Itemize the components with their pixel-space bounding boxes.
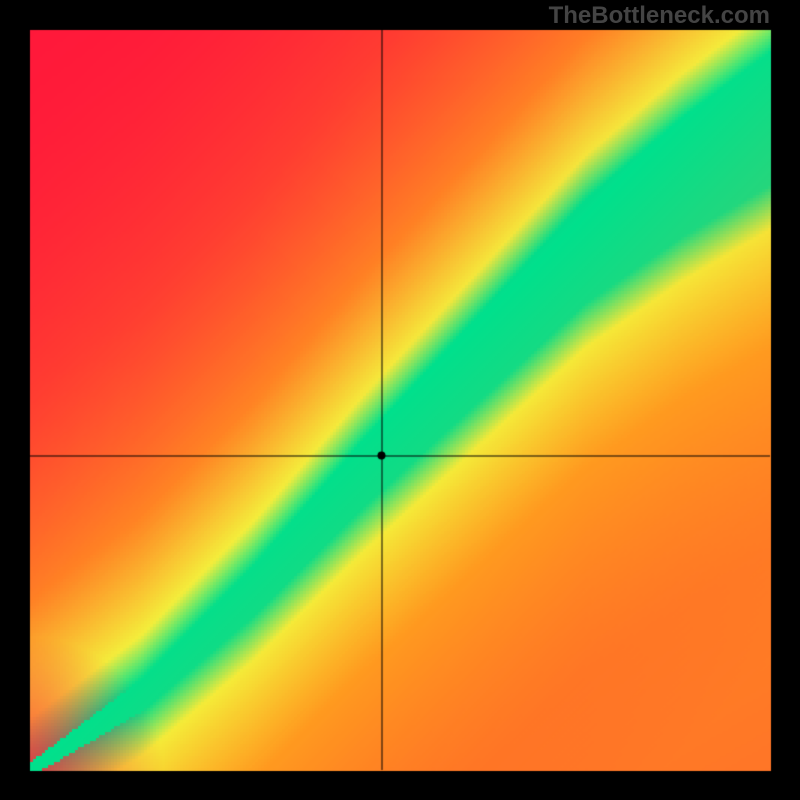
watermark-text: TheBottleneck.com: [549, 2, 770, 30]
chart-container: TheBottleneck.com: [0, 0, 800, 800]
bottleneck-heatmap-canvas: [0, 0, 800, 800]
